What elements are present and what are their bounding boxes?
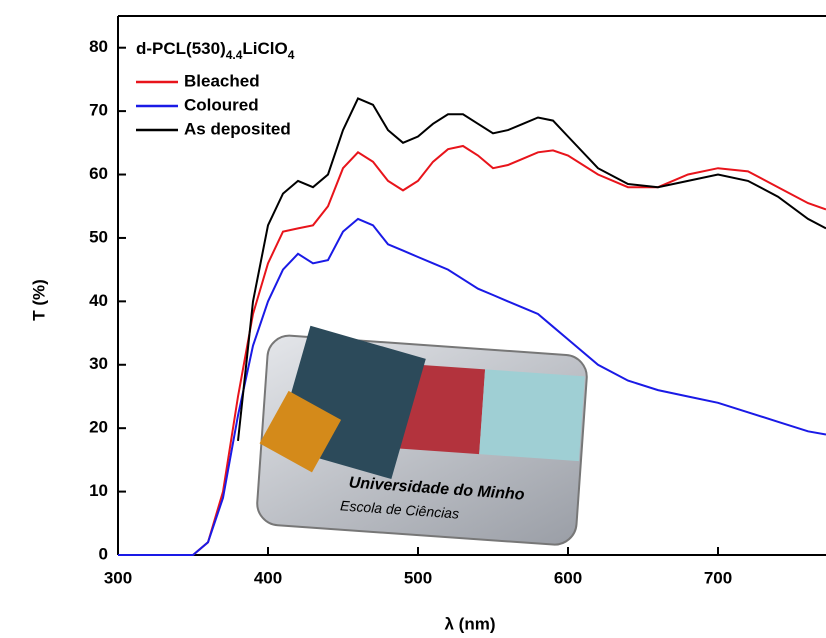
y-tick-label: 10 <box>89 481 108 500</box>
legend-label: Coloured <box>184 95 259 114</box>
y-tick-label: 80 <box>89 37 108 56</box>
y-tick-label: 70 <box>89 101 108 120</box>
x-tick-label: 700 <box>704 568 732 587</box>
x-axis-title: λ (nm) <box>445 614 496 633</box>
y-tick-label: 30 <box>89 354 108 373</box>
y-tick-label: 40 <box>89 291 108 310</box>
y-tick-label: 60 <box>89 164 108 183</box>
x-tick-label: 300 <box>104 568 132 587</box>
y-axis-title: T (%) <box>29 279 48 321</box>
legend-label: As deposited <box>184 119 291 138</box>
y-tick-label: 0 <box>99 544 108 563</box>
x-tick-label: 400 <box>254 568 282 587</box>
inset-photo: Universidade do Minho Escola de Ciências <box>254 323 589 546</box>
chart: Universidade do Minho Escola de Ciências… <box>0 0 826 638</box>
y-tick-label: 20 <box>89 418 108 437</box>
legend-label: Bleached <box>184 71 260 90</box>
x-tick-label: 600 <box>554 568 582 587</box>
x-tick-label: 500 <box>404 568 432 587</box>
y-tick-label: 50 <box>89 227 108 246</box>
legend-title: d-PCL(530)4.4LiClO4 <box>136 39 295 62</box>
